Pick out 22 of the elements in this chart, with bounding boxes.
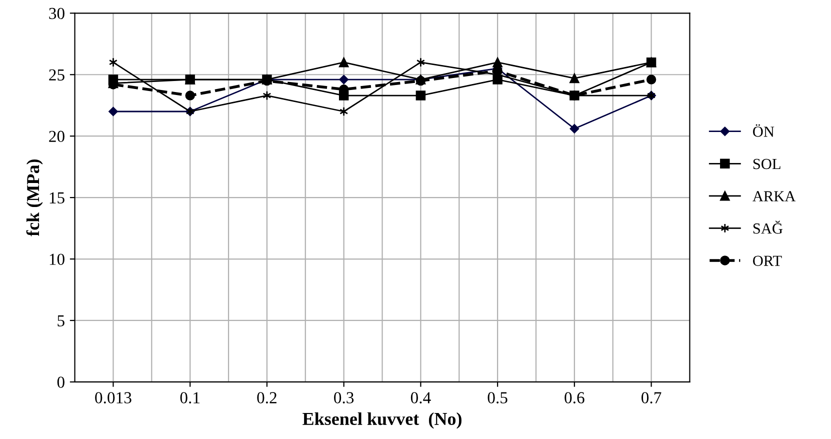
y-tick-label: 15 bbox=[50, 192, 64, 204]
y-tick-label: 30 bbox=[49, 8, 64, 20]
legend-label: SOL bbox=[753, 158, 780, 170]
y-tick-label: 0 bbox=[57, 376, 64, 388]
x-tick-label: 0.013 bbox=[95, 392, 132, 404]
y-axis-title: fck (MPa) bbox=[26, 159, 43, 236]
x-tick-label: 0.1 bbox=[180, 392, 200, 404]
x-tick-label: 0.4 bbox=[410, 392, 431, 404]
x-tick-label: 0.3 bbox=[334, 392, 354, 404]
x-axis-title: Eksenel kuvvet (No) bbox=[302, 412, 462, 429]
x-tick-label: 0.2 bbox=[257, 392, 276, 404]
y-tick-label: 5 bbox=[58, 315, 64, 326]
legend-label: SAĞ bbox=[753, 220, 782, 234]
legend-label: ORT bbox=[753, 256, 782, 266]
x-tick-label: 0.6 bbox=[564, 392, 584, 404]
y-tick-label: 25 bbox=[49, 69, 64, 81]
x-tick-label: 0.5 bbox=[488, 392, 508, 404]
legend-label: ÖN bbox=[753, 124, 774, 137]
x-tick-label: 0.7 bbox=[642, 392, 662, 404]
y-tick-label: 10 bbox=[50, 254, 64, 265]
legend-label: ARKA bbox=[752, 191, 796, 202]
y-tick-label: 20 bbox=[49, 130, 64, 142]
